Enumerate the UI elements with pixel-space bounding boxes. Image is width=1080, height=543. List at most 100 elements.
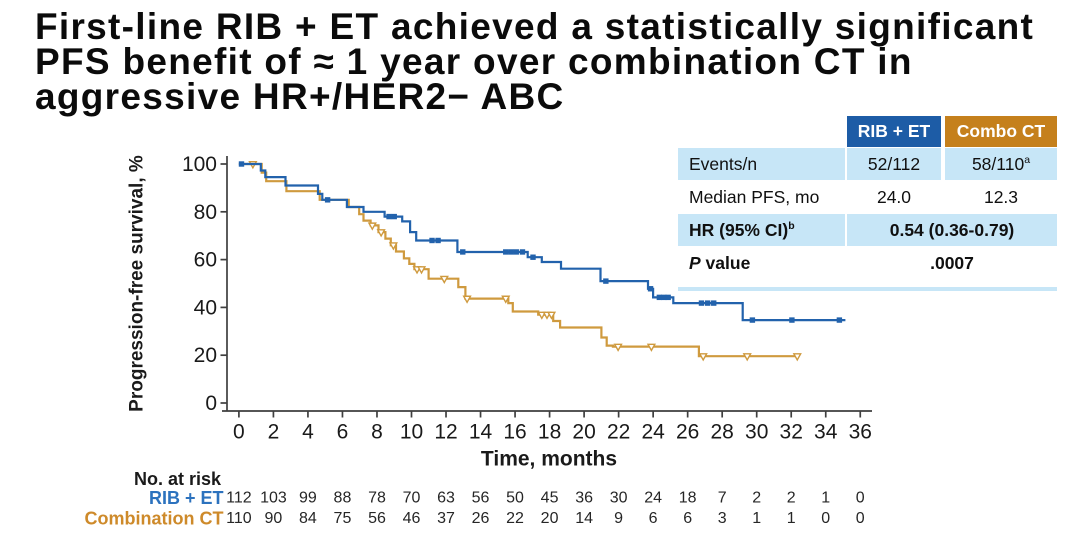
x-tick-label: 10 (400, 421, 423, 444)
stats-row-hr-value: 0.54 (0.36-0.79) (847, 214, 1057, 246)
stats-row-median-rib: 24.0 (876, 186, 912, 207)
x-tick-label: 0 (233, 421, 245, 444)
events-combo-number: 58/110 (971, 153, 1025, 174)
hr-label-text: HR (95% CI)b (689, 220, 795, 241)
censor-mark-combination-ct (462, 295, 472, 304)
x-tick-label: 2 (268, 421, 280, 444)
events-combo-value: 58/110a (972, 154, 1030, 175)
stats-row-median-label: Median PFS, mo (689, 186, 820, 207)
stats-row-events-rib: 52/112 (847, 148, 941, 180)
km-curve-combination-ct (238, 162, 799, 358)
censor-mark-rib-et (503, 249, 509, 255)
censor-mark-combination-ct (376, 229, 386, 238)
no-at-risk-count: 3 (718, 510, 727, 527)
y-tick-label: 100 (182, 153, 217, 176)
x-tick-label: 12 (434, 421, 457, 444)
no-at-risk-count: 75 (334, 510, 352, 527)
stats-header-rib-et: RIB + ET (847, 116, 941, 147)
censor-mark-combination-ct (742, 353, 752, 362)
no-at-risk-count: 18 (679, 490, 697, 507)
stats-row-pvalue: P value .0007 (678, 246, 1057, 280)
censor-mark-rib-et (519, 249, 526, 255)
y-tick-label: 0 (205, 392, 217, 415)
censor-mark-rib-et (698, 300, 705, 306)
stats-row-median-pfs: Median PFS, mo 24.0 12.3 (678, 180, 1057, 214)
y-tick-label: 20 (194, 344, 217, 367)
no-at-risk-count: 36 (575, 490, 593, 507)
censor-mark-rib-et (603, 278, 609, 284)
stats-row-hr: HR (95% CI)b 0.54 (0.36-0.79) (678, 214, 1057, 246)
stats-header-combo-ct: Combo CT (945, 116, 1057, 147)
x-tick-label: 22 (607, 421, 630, 444)
x-axis-label: Time, months (481, 448, 617, 471)
censor-mark-rib-et (324, 197, 331, 203)
no-at-risk-count: 84 (299, 510, 317, 527)
censor-mark-rib-et (460, 249, 466, 255)
censor-mark-rib-et (749, 317, 756, 323)
no-at-risk-count: 24 (644, 490, 662, 507)
x-tick-label: 34 (814, 421, 838, 444)
title-line-3: aggressive HR+/HER2− ABC (35, 76, 565, 117)
censor-mark-rib-et (530, 254, 536, 260)
y-axis-label: Progression-free survival, % (127, 155, 148, 412)
censor-mark-rib-et (665, 294, 671, 301)
slide-title: First-line RIB + ET achieved a statistic… (35, 6, 1035, 117)
censor-mark-combination-ct (546, 311, 557, 320)
no-at-risk-count: 1 (752, 510, 761, 527)
title-line-1: First-line RIB + ET achieved a statistic… (35, 6, 1035, 47)
censor-mark-combination-ct (416, 266, 427, 275)
censor-mark-rib-et (704, 300, 711, 306)
stats-table-bottom-strip (678, 287, 1057, 291)
x-tick-label: 8 (371, 421, 383, 444)
no-at-risk-count: 14 (575, 510, 593, 527)
x-tick-label: 14 (469, 421, 493, 444)
no-at-risk-label-rib-et: RIB + ET (149, 488, 224, 508)
censor-mark-rib-et (661, 294, 667, 301)
no-at-risk-count: 88 (334, 490, 352, 507)
censor-mark-combination-ct (646, 343, 657, 352)
x-tick-label: 36 (849, 421, 872, 444)
censor-mark-combination-ct (792, 353, 802, 362)
axes (222, 156, 872, 412)
no-at-risk-count: 99 (299, 490, 317, 507)
no-at-risk-count: 9 (614, 510, 623, 527)
x-tick-label: 30 (745, 421, 768, 444)
no-at-risk-count: 0 (856, 490, 865, 507)
stats-row-median-combo: 12.3 (983, 186, 1019, 207)
censor-mark-combination-ct (537, 311, 547, 320)
censor-mark-rib-et (836, 317, 843, 323)
censor-mark-combination-ct (613, 343, 623, 352)
no-at-risk-count: 45 (541, 490, 559, 507)
censor-mark-rib-et (238, 161, 245, 167)
no-at-risk-title: No. at risk (134, 469, 222, 489)
censor-mark-rib-et (656, 294, 663, 301)
no-at-risk-count: 20 (541, 510, 559, 527)
no-at-risk-count: 112 (226, 490, 252, 507)
censor-mark-rib-et (429, 237, 435, 244)
no-at-risk-count: 37 (437, 510, 455, 527)
pvalue-label-text: P value (689, 253, 750, 274)
stats-row-events-combo: 58/110a (945, 148, 1057, 180)
no-at-risk-count: 6 (649, 510, 658, 527)
censor-mark-rib-et (391, 213, 397, 220)
stats-header-row: RIB + ET Combo CT (678, 116, 1057, 147)
no-at-risk-count: 1 (821, 490, 830, 507)
y-tick-label: 60 (194, 249, 217, 272)
x-tick-label: 24 (641, 421, 665, 444)
pvalue-label-rest: value (700, 252, 751, 273)
no-at-risk-count: 2 (787, 490, 796, 507)
stats-row-pvalue-label: P value (678, 246, 845, 280)
censor-mark-combination-ct (388, 242, 398, 251)
title-line-2: PFS benefit of ≈ 1 year over combination… (35, 41, 913, 82)
no-at-risk-count: 6 (683, 510, 692, 527)
x-tick-label: 32 (780, 421, 803, 444)
footnote-a-marker: a (1024, 153, 1031, 166)
censor-mark-rib-et (386, 213, 392, 220)
no-at-risk-count: 26 (472, 510, 490, 527)
no-at-risk-count: 0 (821, 510, 830, 527)
stats-row-events-label: Events/n (678, 148, 845, 180)
no-at-risk-count: 22 (506, 510, 524, 527)
censor-mark-rib-et (647, 286, 654, 292)
no-at-risk-count: 0 (856, 510, 865, 527)
